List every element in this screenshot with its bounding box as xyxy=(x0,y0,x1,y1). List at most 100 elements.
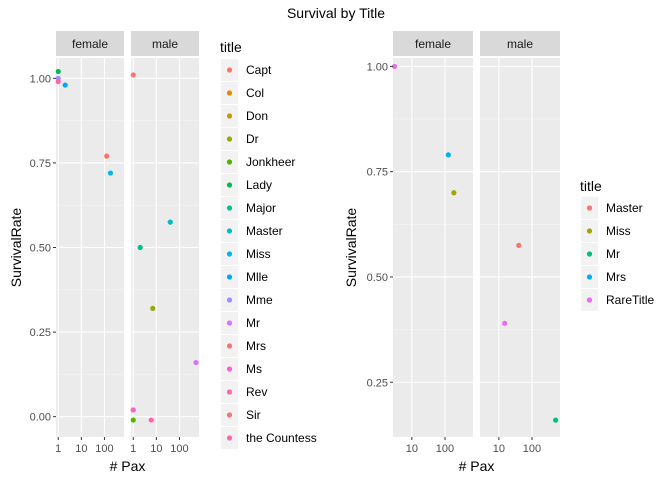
legend-swatch xyxy=(226,343,233,349)
panel-background xyxy=(393,58,473,437)
legend-swatch xyxy=(226,389,233,395)
legend-title: title xyxy=(220,39,242,55)
panel-female: female 1 10 100 xyxy=(55,31,124,455)
x-tick-label: 100 xyxy=(523,443,541,455)
panel-male: male 1 10 100 xyxy=(130,31,199,455)
legend-label: Rev xyxy=(246,385,267,399)
legend-swatch xyxy=(226,435,233,441)
facet-strip xyxy=(56,31,124,56)
legend-item: Rev xyxy=(221,381,267,403)
legend-swatch xyxy=(226,159,233,165)
data-point xyxy=(553,417,559,423)
legend-label: RareTitle xyxy=(606,293,655,307)
y-axis-label: SurvivalRate xyxy=(8,208,24,288)
legend-swatch xyxy=(226,182,233,188)
legend-swatch xyxy=(226,136,233,142)
legend-label: Miss xyxy=(246,247,271,261)
legend-item: Mr xyxy=(221,312,260,334)
legend-item: Capt xyxy=(221,59,272,81)
legend-item: Dr xyxy=(221,128,259,150)
data-point xyxy=(148,417,154,423)
legend-item: Mrs xyxy=(221,335,266,357)
data-point xyxy=(516,242,522,248)
legend-label: Mr xyxy=(246,316,260,330)
y-tick-label: 0.50 xyxy=(367,272,388,284)
legend-label: Mlle xyxy=(246,270,268,284)
legend-label: Capt xyxy=(246,63,272,77)
legend: title Master Miss Mr Mrs RareTitle xyxy=(580,178,655,311)
legend-item: Miss xyxy=(221,243,271,265)
data-point xyxy=(55,68,61,75)
legend: title Capt Col Don Dr Jonkheer Lady Major Master… xyxy=(220,39,317,449)
legend-label: the Countess xyxy=(246,431,317,445)
data-point xyxy=(502,320,508,326)
legend-label: Lady xyxy=(246,178,272,192)
legend-item: Mme xyxy=(221,289,273,311)
legend-item: Miss xyxy=(581,220,631,242)
legend-swatch xyxy=(226,320,233,326)
x-tick-label: 1 xyxy=(130,443,136,455)
data-point xyxy=(150,305,156,312)
x-axis-label: # Pax xyxy=(459,458,495,474)
legend-label: Jonkheer xyxy=(246,155,295,169)
y-tick-label: 0.50 xyxy=(30,243,51,255)
legend-label: Sir xyxy=(246,408,261,422)
legend-item: Don xyxy=(221,105,268,127)
panel-female: female 10 100 xyxy=(391,31,473,455)
x-tick-label: 10 xyxy=(150,443,162,455)
legend-swatch xyxy=(586,274,593,280)
legend-swatch xyxy=(586,228,593,234)
legend-title: title xyxy=(580,178,602,194)
facet-label: male xyxy=(507,37,533,51)
legend-swatch xyxy=(226,251,233,257)
legend-swatch xyxy=(226,274,233,280)
facet-label: female xyxy=(72,37,108,51)
data-point xyxy=(451,190,457,196)
legend-label: Mr xyxy=(606,247,620,261)
y-tick-label: 0.75 xyxy=(30,158,51,170)
legend-item: Col xyxy=(221,82,264,104)
facet-strip xyxy=(131,31,199,56)
legend-label: Col xyxy=(246,86,264,100)
legend-swatch xyxy=(226,67,233,73)
data-point xyxy=(107,170,114,176)
legend-item: Ms xyxy=(221,358,262,380)
data-point xyxy=(193,359,199,366)
legend-label: Master xyxy=(606,201,643,215)
legend-swatch xyxy=(226,113,233,119)
legend-label: Dr xyxy=(246,132,259,146)
data-point xyxy=(55,79,61,85)
facet-label: male xyxy=(152,37,178,51)
data-point xyxy=(167,219,173,225)
x-tick-label: 100 xyxy=(436,443,454,455)
legend-label: Mrs xyxy=(606,270,626,284)
data-point xyxy=(104,153,110,159)
data-point xyxy=(445,152,451,158)
legend-item: Lady xyxy=(221,174,272,196)
chart-2: female 10 100 male 10 100 0.25 0.50 0.75 1.00 # Pa… xyxy=(343,31,655,474)
legend-label: Mrs xyxy=(246,339,266,353)
data-point xyxy=(130,417,136,423)
legend-item: Sir xyxy=(221,404,261,426)
legend-item: Master xyxy=(221,220,283,242)
legend-swatch xyxy=(586,205,593,211)
data-point xyxy=(391,63,398,70)
legend-item: Mrs xyxy=(581,266,626,288)
data-point xyxy=(130,407,136,413)
legend-item: the Countess xyxy=(221,427,317,449)
legend-swatch xyxy=(226,412,233,418)
data-point xyxy=(130,72,136,78)
legend-label: Major xyxy=(246,201,276,215)
facet-strip xyxy=(480,31,560,56)
y-axis-label: SurvivalRate xyxy=(343,208,359,288)
legend-item: Mr xyxy=(581,243,620,265)
legend-swatch xyxy=(226,297,233,303)
legend-label: Mme xyxy=(246,293,273,307)
facet-strip xyxy=(393,31,473,56)
figure-title: Survival by Title xyxy=(287,5,385,21)
panel-male: male 10 100 xyxy=(480,31,560,455)
legend-label: Miss xyxy=(606,224,631,238)
legend-swatch xyxy=(226,90,233,96)
legend-item: RareTitle xyxy=(581,289,655,311)
